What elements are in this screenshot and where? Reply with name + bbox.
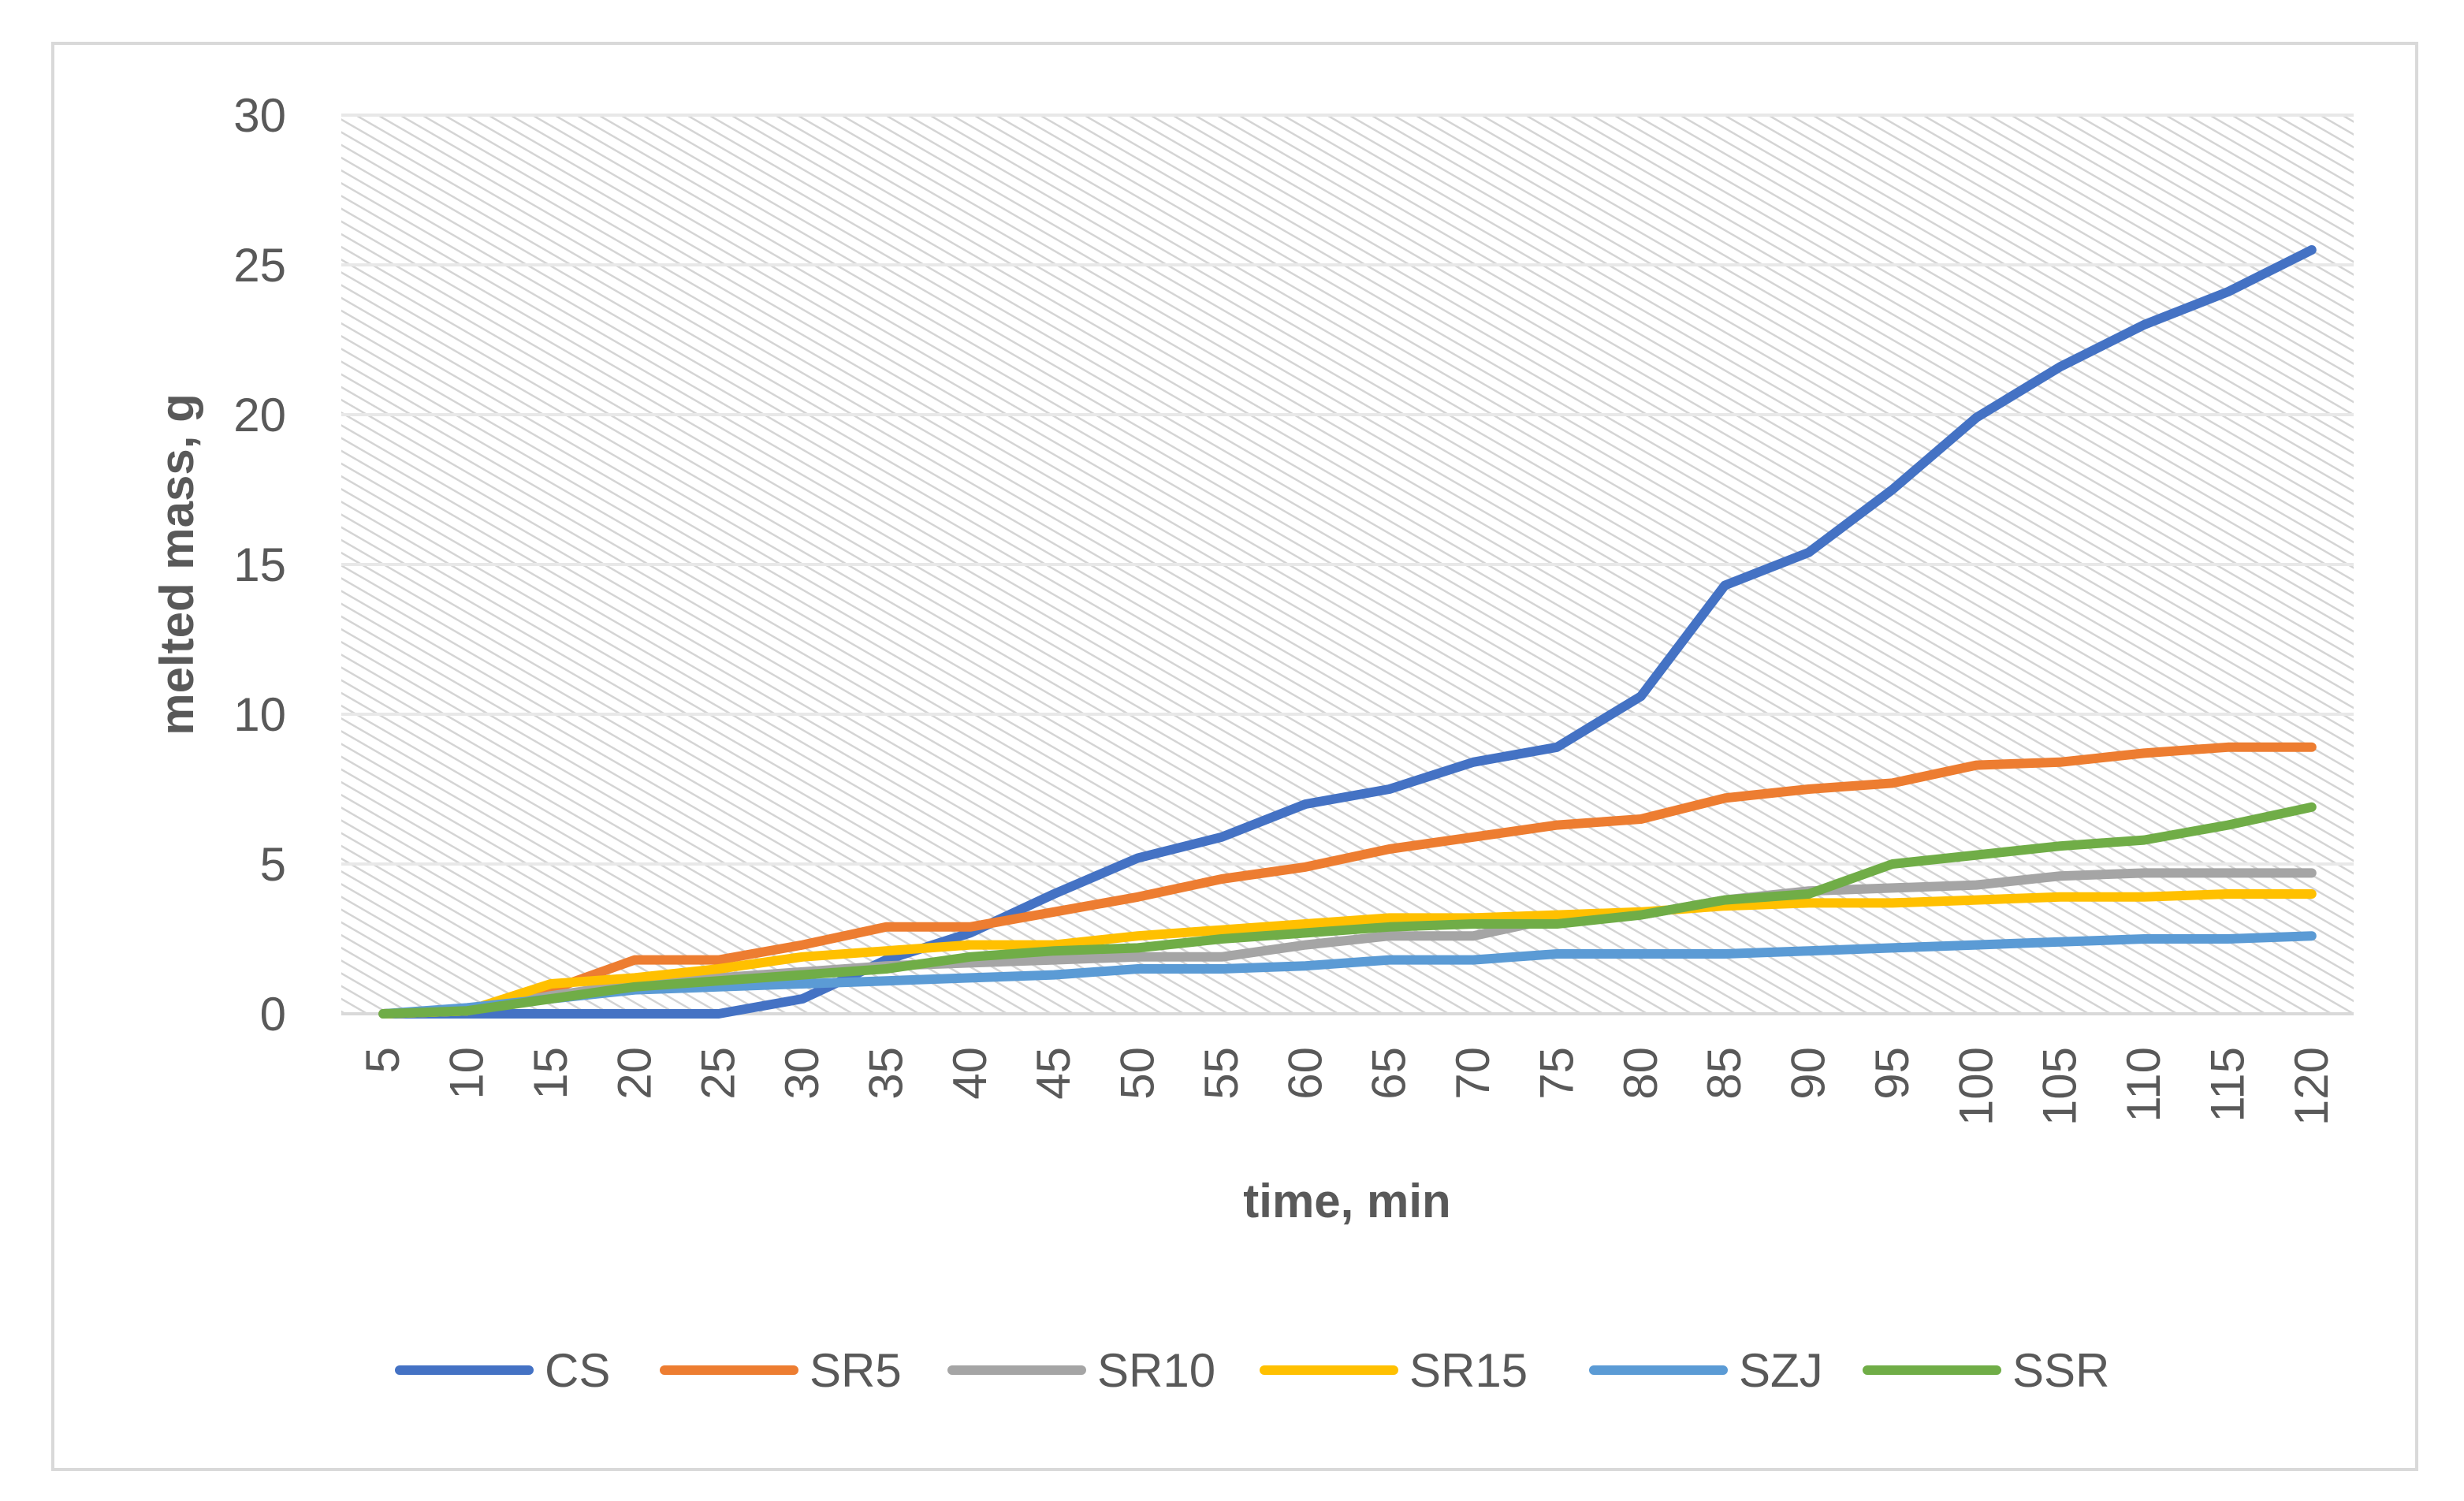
x-tick-label: 95 bbox=[1866, 1047, 1919, 1100]
x-tick-label: 100 bbox=[1949, 1047, 2002, 1126]
x-tick-label: 25 bbox=[692, 1047, 745, 1100]
y-tick-label: 10 bbox=[233, 688, 286, 741]
y-tick-label: 15 bbox=[233, 538, 286, 591]
series-line-szj bbox=[378, 931, 2317, 1019]
series-line-sr5 bbox=[378, 742, 2317, 1019]
y-axis-title: melted mass, g bbox=[151, 393, 203, 736]
x-tick-label: 115 bbox=[2201, 1047, 2254, 1123]
legend-label-cs: CS bbox=[545, 1344, 610, 1397]
x-tick-label: 85 bbox=[1698, 1047, 1751, 1100]
x-axis-title: time, min bbox=[1243, 1175, 1450, 1227]
x-tick-label: 120 bbox=[2285, 1047, 2338, 1126]
legend-label-sr5: SR5 bbox=[810, 1344, 902, 1397]
gridlines bbox=[341, 114, 2354, 1015]
x-tick-label: 45 bbox=[1027, 1047, 1080, 1100]
legend-label-ssr: SSR bbox=[2012, 1344, 2109, 1397]
x-tick-label: 30 bbox=[776, 1047, 828, 1100]
x-tick-label: 10 bbox=[441, 1047, 493, 1100]
x-tick-label: 40 bbox=[944, 1047, 996, 1100]
y-axis-ticks: 0 5 10 15 20 25 30 bbox=[233, 89, 286, 1041]
y-tick-label: 5 bbox=[260, 838, 286, 891]
x-axis-ticks: 5 10 15 20 25 30 35 40 45 50 55 60 65 70 75 80 85 90 95 100… bbox=[356, 1047, 2338, 1126]
y-tick-label: 25 bbox=[233, 239, 286, 292]
x-tick-label: 15 bbox=[524, 1047, 577, 1100]
x-tick-label: 55 bbox=[1195, 1047, 1248, 1100]
x-tick-label: 90 bbox=[1782, 1047, 1835, 1100]
series-lines bbox=[378, 245, 2317, 1019]
series-line-ssr bbox=[378, 802, 2317, 1019]
legend: CS SR5 SR10 SR15 SZJ SSR bbox=[395, 1344, 2109, 1397]
y-tick-label: 0 bbox=[260, 988, 286, 1041]
x-tick-label: 65 bbox=[1363, 1047, 1416, 1100]
x-tick-label: 50 bbox=[1111, 1047, 1164, 1100]
legend-label-sr10: SR10 bbox=[1097, 1344, 1215, 1397]
x-tick-label: 105 bbox=[2034, 1047, 2086, 1126]
legend-label-sr15: SR15 bbox=[1409, 1344, 1528, 1397]
x-tick-label: 110 bbox=[2117, 1047, 2170, 1123]
x-tick-label: 5 bbox=[356, 1047, 409, 1073]
x-tick-label: 20 bbox=[608, 1047, 661, 1100]
x-tick-label: 60 bbox=[1279, 1047, 1331, 1100]
x-tick-label: 80 bbox=[1614, 1047, 1667, 1100]
legend-label-szj: SZJ bbox=[1739, 1344, 1823, 1397]
x-tick-label: 70 bbox=[1446, 1047, 1499, 1100]
series-line-sr15 bbox=[378, 889, 2317, 1019]
series-line-cs bbox=[378, 245, 2317, 1019]
y-tick-label: 30 bbox=[233, 89, 286, 142]
y-tick-label: 20 bbox=[233, 389, 286, 441]
x-tick-label: 35 bbox=[859, 1047, 912, 1100]
x-tick-label: 75 bbox=[1530, 1047, 1583, 1100]
